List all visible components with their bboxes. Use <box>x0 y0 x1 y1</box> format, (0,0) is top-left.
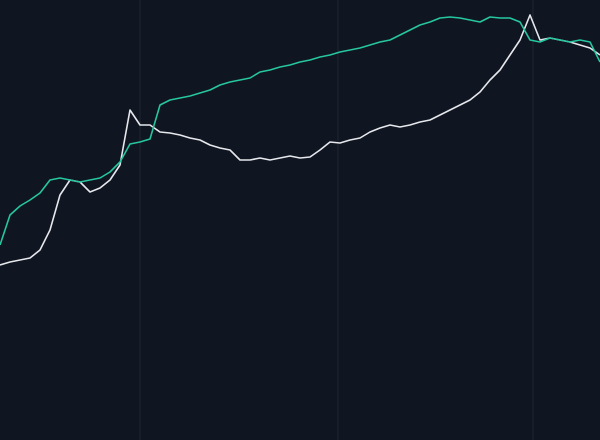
series-line <box>0 16 600 246</box>
series-line <box>0 14 600 266</box>
